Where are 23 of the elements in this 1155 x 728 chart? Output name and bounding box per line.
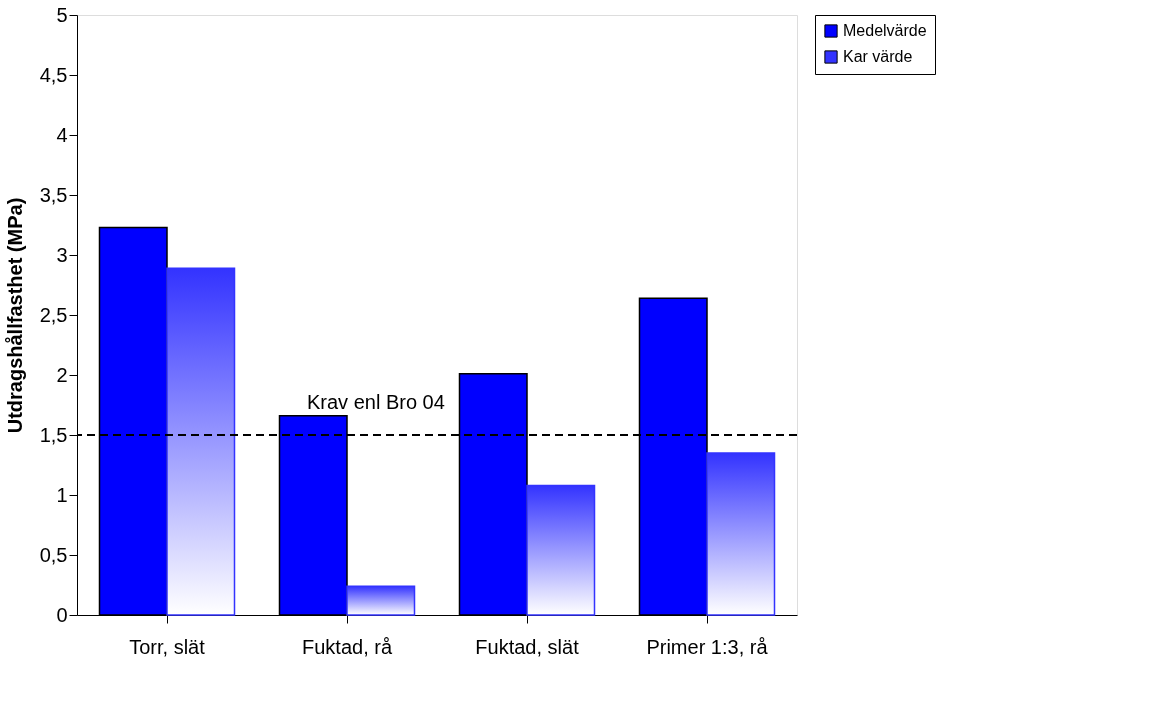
y-tick-label: 0: [56, 603, 68, 626]
legend-label: Kar värde: [843, 48, 913, 65]
y-tick-label: 5: [56, 3, 68, 26]
x-tick-label: Fuktad, slät: [475, 635, 580, 658]
y-tick-label: 4,5: [39, 63, 68, 86]
y-tick-label: 3,5: [39, 183, 68, 206]
legend-label: Medelvärde: [843, 22, 927, 39]
y-tick-label: 0,5: [39, 543, 68, 566]
y-tick-label: 3: [56, 243, 68, 266]
bar: [166, 267, 236, 616]
bar: [526, 484, 596, 616]
x-tick-label: Fuktad, rå: [301, 635, 393, 658]
y-tick-label: 1: [56, 483, 68, 506]
bar: [346, 585, 416, 616]
y-axis-title: Utdragshållfasthet (MPa): [3, 197, 26, 434]
y-tick-label: 4: [56, 123, 68, 146]
y-tick-label: 2: [56, 363, 68, 386]
ref-line-label: Krav enl Bro 04: [307, 391, 445, 413]
y-tick-label: 1,5: [39, 423, 68, 446]
bar: [706, 452, 776, 616]
x-tick-label: Primer 1:3, rå: [646, 635, 769, 658]
x-tick-label: Torr, slät: [129, 635, 206, 658]
y-tick-label: 2,5: [39, 303, 68, 326]
